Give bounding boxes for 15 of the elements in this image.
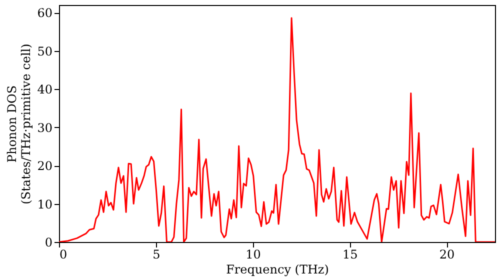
x-tick-label: 10 bbox=[246, 248, 261, 262]
y-tick-label: 30 bbox=[37, 120, 52, 135]
x-tick-label: 5 bbox=[152, 248, 160, 262]
y-tick-label: 10 bbox=[37, 197, 52, 212]
x-tick-label: 20 bbox=[439, 248, 455, 262]
y-tick-label: 0 bbox=[44, 236, 52, 250]
x-tick-label: 15 bbox=[342, 248, 358, 262]
x-tick-label: 0 bbox=[60, 248, 68, 262]
y-tick-label: 20 bbox=[37, 159, 52, 174]
line-series bbox=[59, 17, 495, 242]
y-tick-label: 60 bbox=[37, 6, 52, 20]
x-axis-title: Frequency (THz) bbox=[226, 262, 329, 276]
y-tick-label: 50 bbox=[37, 44, 52, 58]
y-axis-title: Phonon DOS (States/THz·primitive cell) bbox=[5, 44, 34, 204]
y-tick-label: 40 bbox=[37, 82, 52, 97]
